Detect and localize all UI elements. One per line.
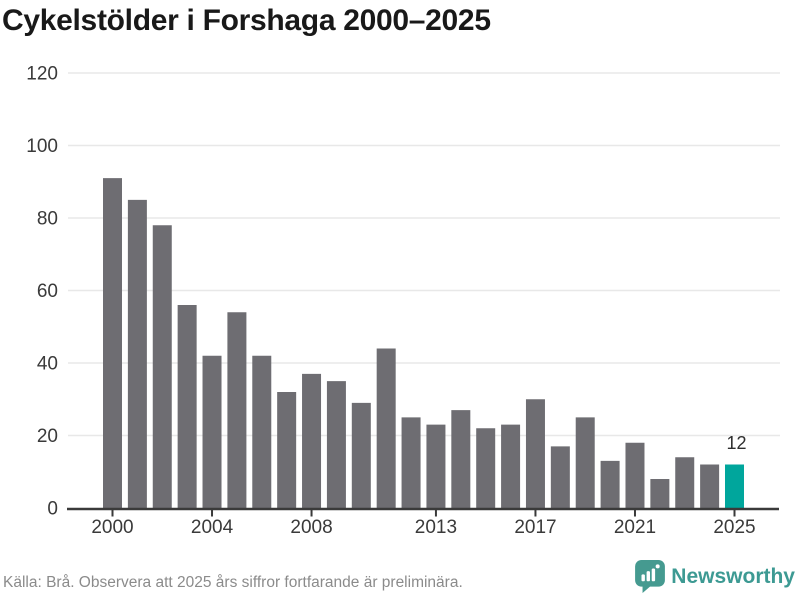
x-tick-label: 2025 <box>713 517 755 538</box>
bar-2003 <box>177 305 197 508</box>
y-tick-label: 20 <box>37 426 58 447</box>
x-tick-label: 2013 <box>415 517 457 538</box>
bar-2020 <box>600 460 620 508</box>
bar-2017 <box>525 399 545 508</box>
bar-2025 <box>725 464 744 508</box>
bar-value-label: 12 <box>726 433 746 453</box>
y-tick-label: 60 <box>37 281 58 302</box>
bar-2015 <box>476 428 496 508</box>
bar-2009 <box>326 381 346 508</box>
brand-logo: Newsworthy <box>635 560 795 593</box>
bar-2005 <box>227 312 247 508</box>
newsworthy-logo-icon <box>635 560 666 593</box>
chart-title: Cykelstölder i Forshaga 2000–2025 <box>2 4 491 37</box>
bar-2023 <box>675 457 695 508</box>
bar-2004 <box>202 355 222 508</box>
brand-name: Newsworthy <box>671 564 795 588</box>
x-tick-label: 2017 <box>514 517 556 538</box>
y-tick-label: 80 <box>37 209 58 230</box>
bar-2011 <box>376 348 396 508</box>
y-tick-label: 40 <box>37 354 58 375</box>
bar-2013 <box>426 424 446 508</box>
bar-2022 <box>650 479 670 508</box>
x-tick-label: 2004 <box>191 517 234 538</box>
bar-2001 <box>127 199 147 508</box>
bar-2000 <box>103 178 122 508</box>
x-tick-label: 2000 <box>91 517 133 538</box>
bar-2021 <box>625 442 645 508</box>
bar-2007 <box>277 392 297 508</box>
bar-2008 <box>302 373 322 508</box>
bar-2018 <box>550 446 570 508</box>
source-note: Källa: Brå. Observera att 2025 års siffr… <box>3 574 463 591</box>
x-tick-label: 2021 <box>614 517 656 538</box>
bar-2006 <box>252 355 272 508</box>
bar-2016 <box>501 424 521 508</box>
bar-2002 <box>152 225 172 508</box>
y-tick-label: 100 <box>26 136 58 157</box>
bar-2012 <box>401 417 421 508</box>
bar-2010 <box>351 402 371 508</box>
y-tick-label: 120 <box>26 64 58 85</box>
bar-2019 <box>575 417 595 508</box>
y-tick-label: 0 <box>47 499 58 520</box>
bar-2014 <box>451 410 471 508</box>
bar-2024 <box>700 464 720 508</box>
x-tick-label: 2008 <box>290 517 332 538</box>
